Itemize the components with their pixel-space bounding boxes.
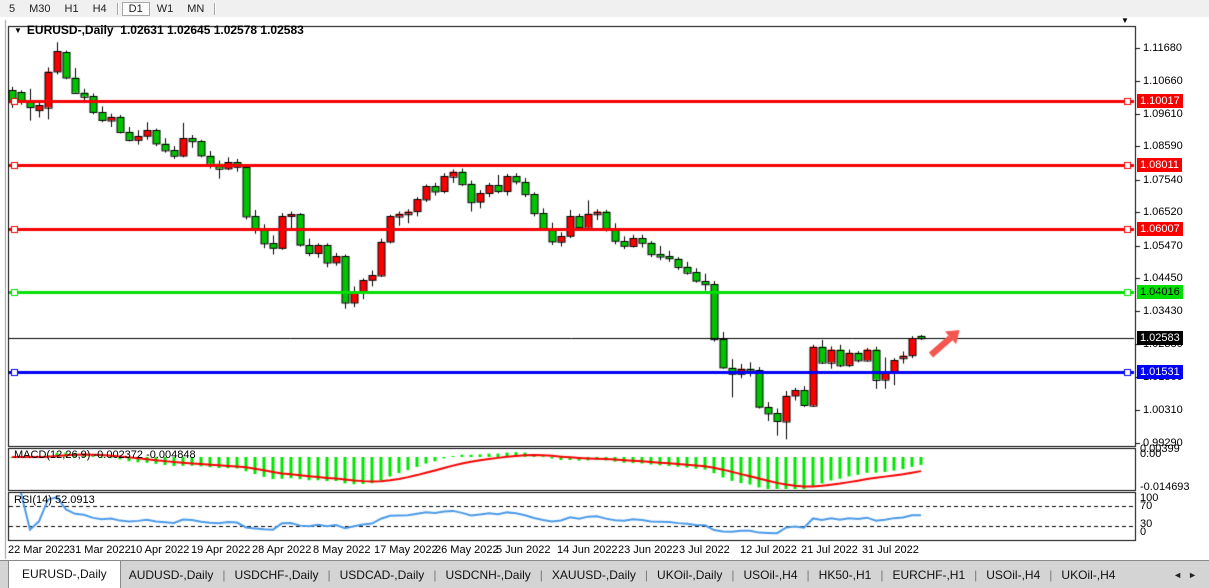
date-axis-label: 31 Jul 2022 bbox=[862, 544, 919, 556]
macd-axis-label-min: -0.014693 bbox=[1140, 481, 1190, 493]
price-tick-label: 1.03430 bbox=[1143, 304, 1183, 317]
tab-separator: | bbox=[644, 567, 649, 582]
toolbar-divider bbox=[214, 2, 217, 15]
symbol-tab-usoil-h4[interactable]: USOil-,H4 bbox=[743, 567, 798, 582]
tab-separator: | bbox=[974, 567, 978, 582]
tab-separator: | bbox=[433, 567, 437, 582]
price-line-badge: 1.08011 bbox=[1137, 157, 1182, 172]
timeframe-button-5[interactable]: 5 bbox=[9, 2, 16, 15]
symbol-tab-xauusd-daily[interactable]: XAUUSD-,Daily bbox=[551, 567, 636, 582]
timeframe-button-h4[interactable]: H4 bbox=[92, 2, 107, 15]
tab-scroll-left-icon[interactable]: ◄ bbox=[1173, 569, 1189, 580]
tab-separator: | bbox=[880, 567, 884, 582]
tab-separator: | bbox=[1049, 567, 1053, 582]
chart-symbol-label: EURUSD-,Daily bbox=[26, 23, 114, 37]
date-axis-label: 28 Apr 2022 bbox=[252, 544, 312, 556]
price-tick-label: 1.04450 bbox=[1143, 272, 1183, 285]
price-tick-label: 1.11680 bbox=[1143, 41, 1182, 54]
date-axis-label: 21 Jul 2022 bbox=[801, 544, 858, 556]
timeframe-toolbar: 5 M30 H1 H4 D1 W1 MN bbox=[0, 0, 1209, 17]
price-tick-label: 1.07540 bbox=[1143, 173, 1183, 186]
macd-indicator-label: MACD(12,26,9) -0.002372 -0.004848 bbox=[14, 449, 196, 461]
tab-scroll-arrows: ◄► bbox=[1173, 570, 1203, 580]
rsi-indicator-value: 52.0913 bbox=[54, 494, 95, 506]
price-tick-label: 1.08590 bbox=[1143, 140, 1183, 153]
date-axis-label: 31 Mar 2022 bbox=[69, 544, 131, 556]
date-axis-label: 23 Jun 2022 bbox=[618, 544, 679, 556]
date-axis-label: 22 Mar 2022 bbox=[8, 544, 70, 556]
chart-ohlc-values: 1.02631 1.02645 1.02578 1.02583 bbox=[120, 23, 304, 37]
tab-separator: | bbox=[539, 567, 543, 582]
price-tick-label: 1.10660 bbox=[1143, 74, 1183, 87]
symbol-tab-usdcnh-daily[interactable]: USDCNH-,Daily bbox=[445, 567, 531, 582]
rsi-axis-label-100: 100 bbox=[1140, 492, 1159, 504]
price-line-badge: 1.02583 bbox=[1137, 330, 1183, 345]
rsi-axis-label-30: 30 bbox=[1140, 518, 1153, 530]
chart-menu-dropdown-icon[interactable]: ▼ bbox=[14, 26, 22, 35]
price-line-badge: 1.01531 bbox=[1137, 364, 1183, 379]
price-tick-label: 1.05470 bbox=[1143, 239, 1183, 252]
date-axis-label: 10 Apr 2022 bbox=[130, 544, 190, 556]
symbol-tab-eurchf-h1[interactable]: EURCHF-,H1 bbox=[892, 567, 966, 582]
symbol-tab-usdchf-daily[interactable]: USDCHF-,Daily bbox=[234, 567, 319, 582]
date-axis-label: 12 Jul 2022 bbox=[740, 544, 797, 556]
price-tick-label: 1.00310 bbox=[1143, 404, 1183, 417]
timeframe-button-d1[interactable]: D1 bbox=[121, 1, 150, 16]
price-line-badge: 1.10017 bbox=[1137, 94, 1183, 108]
macd-indicator-values: -0.002372 -0.004848 bbox=[93, 449, 196, 461]
date-axis-label: 5 Jun 2022 bbox=[496, 544, 551, 556]
macd-axis-label-zero: 0.00 bbox=[1140, 448, 1162, 460]
symbol-tab-bar: EURUSD-,Daily AUDUSD-,Daily | USDCHF-,Daily… bbox=[0, 560, 1209, 588]
date-axis-label: 8 May 2022 bbox=[313, 544, 371, 556]
price-line-badge: 1.04016 bbox=[1137, 285, 1183, 300]
date-axis-label: 3 Jul 2022 bbox=[679, 544, 730, 556]
price-tick-label: 0.99290 bbox=[1143, 436, 1183, 449]
symbol-tab-ukoil-h4[interactable]: UKOil-,H4 bbox=[1061, 567, 1116, 582]
price-tick-label: 1.09610 bbox=[1143, 107, 1183, 120]
symbol-tab-usoil-h4[interactable]: USOil-,H4 bbox=[986, 567, 1041, 582]
symbol-tab-audusd-daily[interactable]: AUDUSD-,Daily bbox=[128, 567, 214, 582]
chart-title: ▼ EURUSD-,Daily 1.02631 1.02645 1.02578 1… bbox=[14, 23, 304, 37]
date-axis-label: 26 May 2022 bbox=[435, 544, 499, 556]
tab-separator: | bbox=[731, 567, 735, 582]
timeframe-button-m30[interactable]: M30 bbox=[29, 2, 51, 15]
timeframe-button-w1[interactable]: W1 bbox=[156, 2, 174, 15]
date-axis-label: 17 May 2022 bbox=[374, 544, 438, 556]
macd-axis-label-max: 0.00399 bbox=[1140, 443, 1180, 455]
symbol-tab-eurusd-daily[interactable]: EURUSD-,Daily bbox=[8, 561, 121, 588]
tab-separator: | bbox=[806, 567, 810, 582]
symbol-tab-hk50-h1[interactable]: HK50-,H1 bbox=[818, 567, 872, 582]
date-axis-label: 14 Jun 2022 bbox=[557, 544, 618, 556]
toolbar-divider bbox=[116, 2, 119, 15]
rsi-indicator-label: RSI(14) 52.0913 bbox=[14, 494, 95, 506]
timeframe-button-mn[interactable]: MN bbox=[187, 2, 205, 15]
chart-shift-marker-icon[interactable]: ▼ bbox=[1121, 16, 1129, 25]
rsi-axis-label-0: 0 bbox=[1140, 526, 1147, 538]
date-axis-label: 19 Apr 2022 bbox=[191, 544, 251, 556]
tab-separator: | bbox=[327, 567, 331, 582]
rsi-axis-label-70: 70 bbox=[1140, 500, 1153, 512]
price-line-badge: 1.06007 bbox=[1137, 221, 1183, 236]
symbol-tab-ukoil-daily[interactable]: UKOil-,Daily bbox=[657, 567, 723, 582]
tab-scroll-right-icon[interactable]: ► bbox=[1188, 569, 1203, 580]
timeframe-button-h1[interactable]: H1 bbox=[64, 2, 79, 15]
price-tick-label: 1.06520 bbox=[1143, 206, 1183, 219]
symbol-tab-usdcad-daily[interactable]: USDCAD-,Daily bbox=[339, 567, 425, 582]
tab-separator: | bbox=[222, 567, 226, 582]
